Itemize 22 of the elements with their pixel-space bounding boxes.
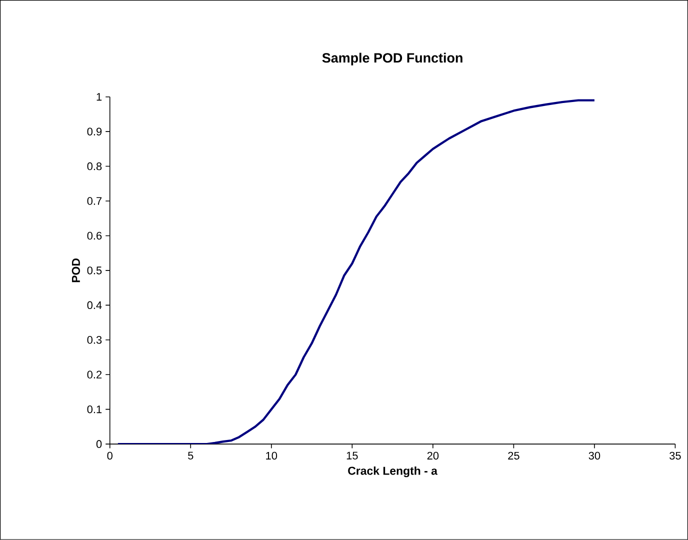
y-tick-label: 0.1 [87, 406, 102, 414]
y-tick-label: 0.9 [87, 128, 102, 136]
chart-title: Sample POD Function [322, 52, 462, 66]
x-tick-label: 30 [588, 452, 600, 460]
y-tick-label: 1 [96, 93, 102, 101]
y-tick-label: 0.3 [87, 336, 102, 344]
y-tick-label: 0 [96, 440, 102, 448]
x-tick-label: 5 [188, 452, 194, 460]
x-tick-label: 10 [266, 452, 278, 460]
x-axis-title: Crack Length - a [348, 466, 438, 478]
y-tick-label: 0.5 [87, 266, 102, 274]
y-tick-label: 0.6 [87, 232, 102, 240]
y-tick-label: 0.8 [87, 162, 102, 170]
y-axis-title: POD [72, 258, 80, 282]
x-tick-label: 15 [346, 452, 358, 460]
x-tick-label: 20 [427, 452, 439, 460]
y-tick-label: 0.2 [87, 370, 102, 379]
x-tick-label: 35 [670, 452, 681, 460]
y-tick-label: 0.7 [87, 197, 102, 205]
x-tick-label: 25 [508, 452, 520, 460]
x-tick-label: 0 [107, 452, 112, 460]
y-tick-label: 0.4 [87, 301, 102, 310]
